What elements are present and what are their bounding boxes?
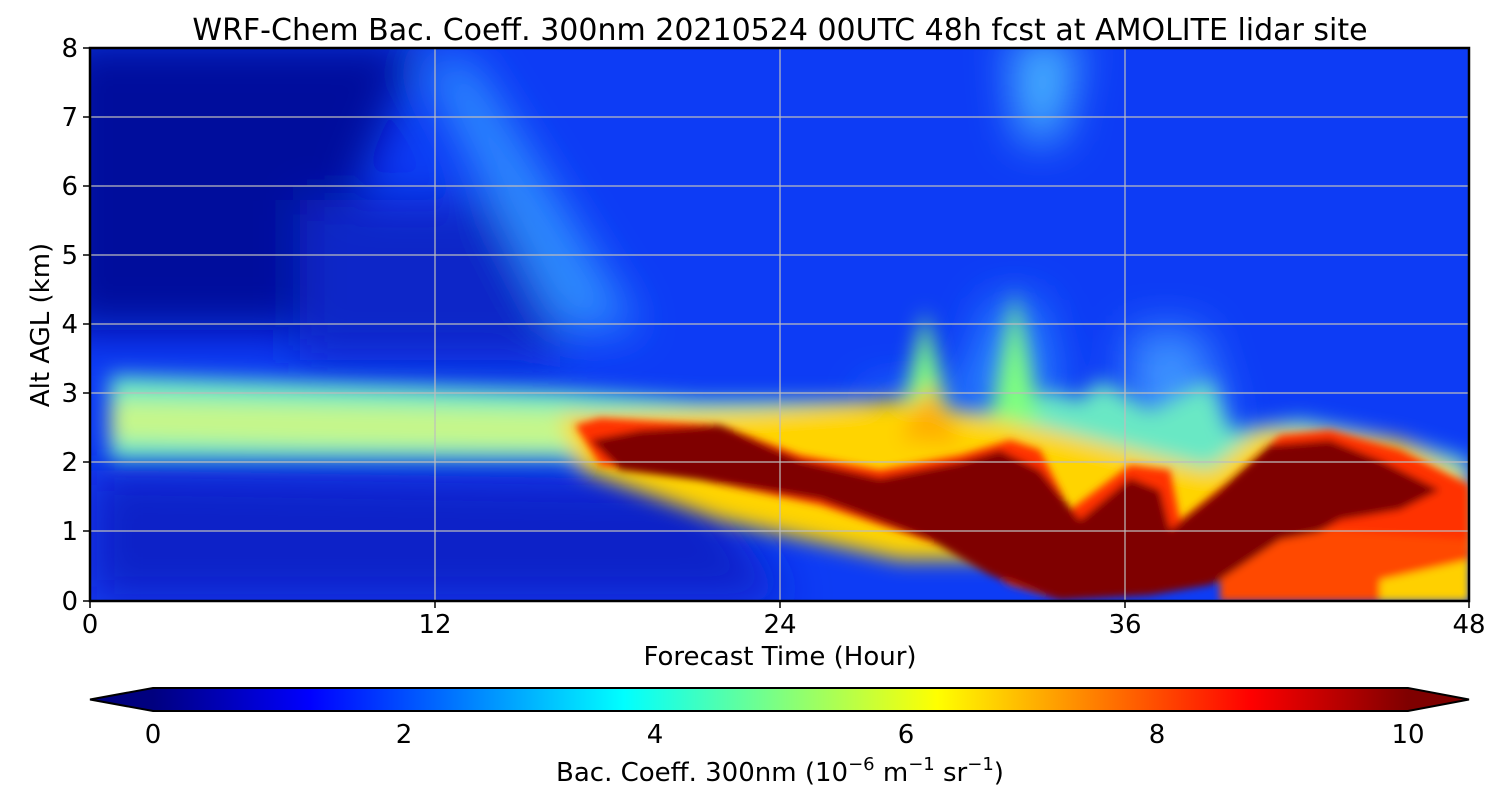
y-tick-label: 0	[61, 587, 78, 617]
colorbar-label-unit: sr	[935, 758, 968, 788]
x-tick-label: 48	[1452, 610, 1485, 640]
colorbar-label-main: Bac. Coeff. 300nm (10	[556, 758, 848, 788]
y-tick-label: 7	[61, 103, 78, 133]
colorbar-tick-label: 0	[145, 720, 162, 750]
x-tick-label: 0	[82, 610, 99, 640]
colorbar: 0 2 4 6 8 10 Bac. Coeff. 300nm (10−6 m−1…	[89, 687, 1470, 788]
colorbar-label-exp: −1	[967, 754, 994, 775]
colorbar-tick-label: 4	[647, 720, 664, 750]
y-axis-label: Alt AGL (km)	[26, 243, 56, 407]
y-tick-label: 6	[61, 172, 78, 202]
colorbar-tick-label: 6	[898, 720, 915, 750]
y-axis: 0 1 2 3 4 5 6 7 8 Alt AGL (km)	[26, 34, 90, 617]
colorbar-label-exp: −1	[908, 754, 935, 775]
y-tick-label: 3	[61, 379, 78, 409]
colorbar-gradient	[153, 688, 1408, 711]
colorbar-label: Bac. Coeff. 300nm (10−6 m−1 sr−1)	[556, 754, 1004, 788]
y-tick-label: 1	[61, 517, 78, 547]
x-axis-label: Forecast Time (Hour)	[643, 642, 916, 672]
colorbar-extend-low	[90, 688, 153, 711]
grid	[90, 48, 1469, 601]
y-tick-label: 2	[61, 448, 78, 478]
chart-title: WRF-Chem Bac. Coeff. 300nm 20210524 00UT…	[192, 13, 1367, 48]
colorbar-extend-high	[1408, 688, 1469, 711]
colorbar-outline	[89, 687, 1470, 712]
colorbar-tick-label: 8	[1149, 720, 1166, 750]
x-tick-label: 36	[1108, 610, 1141, 640]
y-tick-label: 8	[61, 34, 78, 64]
colorbar-label-close: )	[994, 758, 1004, 788]
x-tick-label: 24	[763, 610, 796, 640]
y-tick-label: 4	[61, 310, 78, 340]
x-axis: 0 12 24 36 48 Forecast Time (Hour)	[82, 601, 1486, 672]
colorbar-label-exp: −6	[848, 754, 875, 775]
colorbar-tick-label: 10	[1391, 720, 1424, 750]
y-tick-label: 5	[61, 241, 78, 271]
colorbar-tick-label: 2	[396, 720, 413, 750]
colorbar-label-unit: m	[875, 758, 909, 788]
plot-area	[90, 48, 1469, 601]
high-concentration-core	[575, 418, 1469, 601]
x-tick-label: 12	[418, 610, 451, 640]
